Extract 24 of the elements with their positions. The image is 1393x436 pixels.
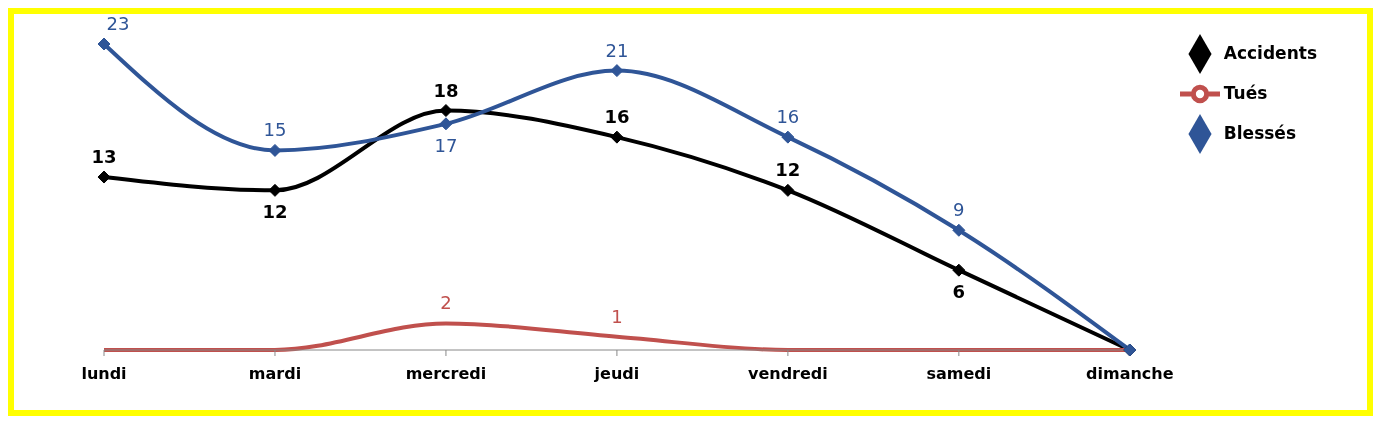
data-label: 1 xyxy=(611,305,623,327)
data-label: 6 xyxy=(952,281,966,303)
data-label: 12 xyxy=(775,159,801,181)
x-tick-label: samedi xyxy=(926,364,992,384)
data-label: 21 xyxy=(605,39,629,61)
x-tick-label: mardi xyxy=(248,364,302,384)
x-tick-label: lundi xyxy=(81,364,127,384)
data-label: 23 xyxy=(106,13,130,34)
data-label: 13 xyxy=(91,146,117,168)
legend-label: Tués xyxy=(1223,83,1268,103)
x-tick-label: mercredi xyxy=(405,364,487,384)
data-label: 16 xyxy=(604,106,630,128)
data-label: 16 xyxy=(776,106,800,128)
legend-label: Accidents xyxy=(1223,43,1317,63)
data-label: 9 xyxy=(953,199,965,221)
x-tick-label: jeudi xyxy=(593,364,640,384)
data-label: 15 xyxy=(263,119,287,141)
data-label: 2 xyxy=(440,292,452,314)
x-tick-label: vendredi xyxy=(747,364,828,384)
x-tick-label: dimanche xyxy=(1086,364,1174,384)
data-label: 12 xyxy=(262,201,288,223)
data-label: 18 xyxy=(433,79,459,101)
legend-label: Blessés xyxy=(1223,123,1297,143)
data-label: 17 xyxy=(434,134,458,156)
